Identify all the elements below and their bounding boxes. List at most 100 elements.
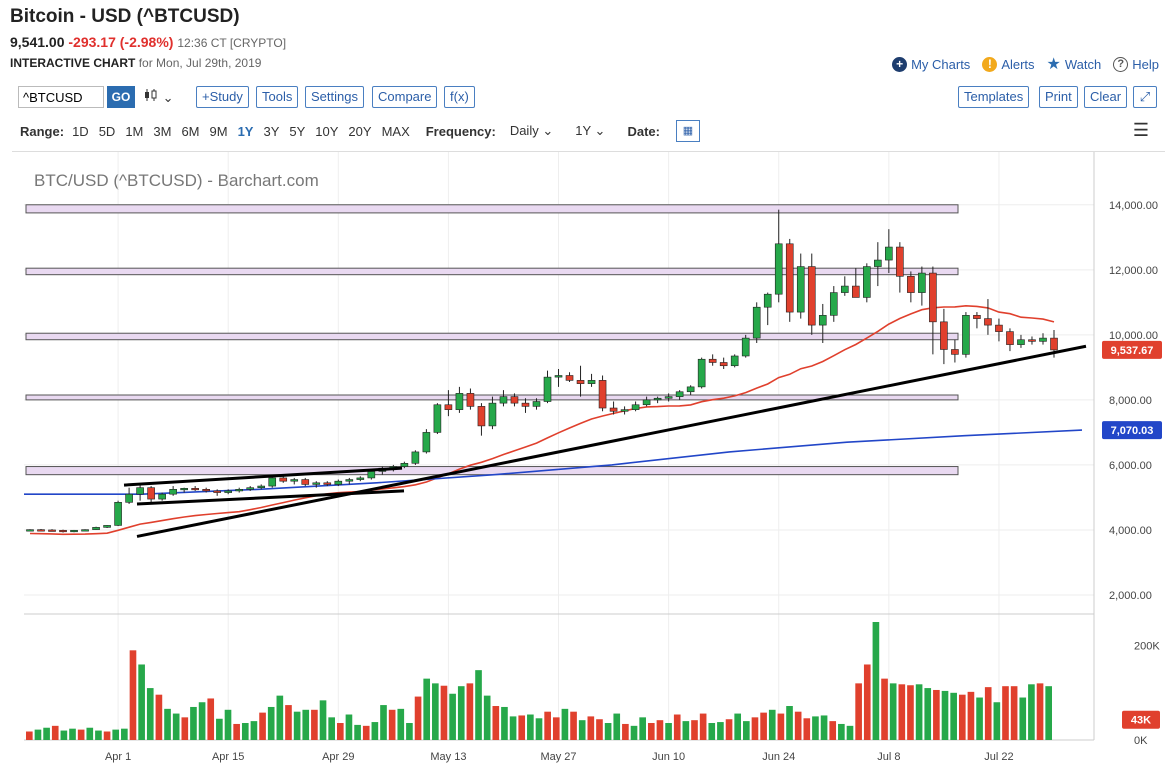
volume-bar — [622, 723, 629, 740]
volume-bar — [475, 670, 482, 740]
range-option[interactable]: 20Y — [348, 123, 372, 139]
price-chart[interactable]: BTC/USD (^BTCUSD) - Barchart.com 14,000.0… — [12, 152, 1165, 767]
clear-button[interactable]: Clear — [1084, 86, 1128, 108]
watch-link[interactable]: ★ Watch — [1047, 54, 1102, 74]
candle-body — [543, 376, 552, 402]
symbol-input[interactable] — [18, 86, 104, 108]
volume-bar — [786, 706, 793, 740]
tools-button[interactable]: Tools — [256, 86, 299, 108]
candle-body — [59, 529, 67, 533]
range-option[interactable]: 5Y — [289, 123, 306, 139]
candle-body — [246, 487, 255, 490]
candle-body — [92, 527, 100, 530]
volume-bar — [103, 731, 111, 740]
go-button[interactable]: GO — [107, 86, 135, 108]
trend-line — [123, 466, 403, 487]
volume-bar — [665, 723, 672, 740]
volume-bar — [328, 717, 335, 740]
volume-bar — [293, 711, 301, 740]
volume-bar — [406, 723, 413, 740]
fx-button[interactable]: f(x) — [444, 86, 475, 108]
volume-bar — [596, 719, 603, 740]
last-price: 9,541.00 — [10, 34, 65, 50]
volume-bar — [647, 723, 655, 740]
range-bar: Range: 1D 5D 1M 3M 6M 9M 1Y 3Y 5Y 10Y 20Y MAX Frequ… — [20, 120, 1157, 142]
volume-bar — [699, 713, 707, 740]
volume-bar — [440, 685, 448, 740]
top-links: + My Charts ! Alerts ★ Watch ? Help — [892, 54, 1159, 74]
volume-bar — [449, 693, 456, 740]
volume-bar — [881, 678, 888, 740]
candle-body — [125, 493, 133, 503]
menu-icon[interactable]: ☰ — [1132, 120, 1149, 140]
help-link[interactable]: ? Help — [1113, 54, 1159, 74]
range-option[interactable]: MAX — [381, 123, 410, 139]
x-axis-label: Jun 24 — [762, 751, 795, 763]
volume-bar — [751, 717, 759, 740]
volume-bar — [276, 695, 284, 740]
range-option[interactable]: 9M — [209, 123, 228, 139]
range-option[interactable]: 10Y — [315, 123, 339, 139]
last-price-tag — [1102, 340, 1162, 359]
chevron-down-icon: ⌄ — [162, 90, 174, 105]
volume-bar — [43, 727, 50, 740]
calendar-icon[interactable]: ▦ — [675, 120, 700, 142]
candle-body — [774, 243, 783, 295]
volume-bar — [846, 725, 854, 740]
volume-bar — [915, 684, 923, 740]
range-option[interactable]: 5D — [98, 123, 116, 139]
period-dropdown[interactable]: 1Y ⌄ — [575, 123, 605, 139]
expand-button[interactable]: ⤢ — [1133, 86, 1157, 108]
candle-body — [874, 259, 882, 267]
volume-bar — [743, 721, 750, 740]
frequency-dropdown[interactable]: Daily ⌄ — [510, 123, 553, 139]
candle-body — [598, 380, 607, 409]
candle-body — [1028, 339, 1036, 342]
chart-type-dropdown[interactable]: ⌄ — [143, 88, 174, 106]
range-option[interactable]: 3M — [153, 123, 172, 139]
range-option[interactable]: 1D — [72, 123, 89, 139]
range-option[interactable]: 1M — [125, 123, 144, 139]
study-button[interactable]: +Study — [196, 86, 249, 108]
volume-bar — [933, 689, 940, 740]
volume-bar — [570, 711, 577, 740]
volume-bar — [233, 723, 240, 740]
range-option[interactable]: 1Y — [237, 123, 254, 139]
x-axis-label: May 13 — [430, 751, 466, 763]
candle-body — [807, 266, 816, 326]
candle-body — [268, 477, 277, 487]
range-option[interactable]: 6M — [181, 123, 200, 139]
volume-bar — [838, 723, 845, 740]
volume-bar — [95, 730, 102, 740]
volume-bar — [803, 718, 811, 740]
date-label: Date: — [627, 123, 660, 139]
volume-bar — [768, 709, 776, 740]
candle-body — [896, 246, 904, 277]
volume-bar — [518, 715, 526, 740]
quote-timestamp: 12:36 CT [CRYPTO] — [177, 36, 287, 50]
candle-body — [169, 489, 177, 495]
volume-bar — [267, 706, 275, 740]
x-axis-label: Apr 29 — [322, 751, 354, 763]
volume-axis-label: 0K — [1134, 735, 1148, 747]
chart-area[interactable]: BTC/USD (^BTCUSD) - Barchart.com 14,000.0… — [12, 151, 1165, 767]
print-button[interactable]: Print — [1039, 86, 1078, 108]
volume-bar — [146, 688, 154, 740]
my-charts-link[interactable]: + My Charts — [892, 54, 970, 74]
x-axis-label: Apr 1 — [105, 751, 131, 763]
candlestick-icon — [143, 89, 163, 105]
volume-bar — [872, 622, 880, 740]
templates-button[interactable]: Templates — [958, 86, 1030, 108]
volume-bar — [259, 712, 266, 740]
volume-bar — [285, 705, 292, 740]
settings-button[interactable]: Settings — [305, 86, 364, 108]
compare-button[interactable]: Compare — [372, 86, 438, 108]
plus-circle-icon: + — [892, 56, 908, 72]
candle-body — [323, 482, 332, 485]
alerts-link[interactable]: ! Alerts — [982, 54, 1035, 74]
range-option[interactable]: 3Y — [263, 123, 280, 139]
volume-bar — [898, 684, 906, 740]
volume-bar — [708, 723, 716, 740]
ma200-line — [24, 429, 1083, 495]
ma200-value-tag — [1102, 421, 1162, 440]
